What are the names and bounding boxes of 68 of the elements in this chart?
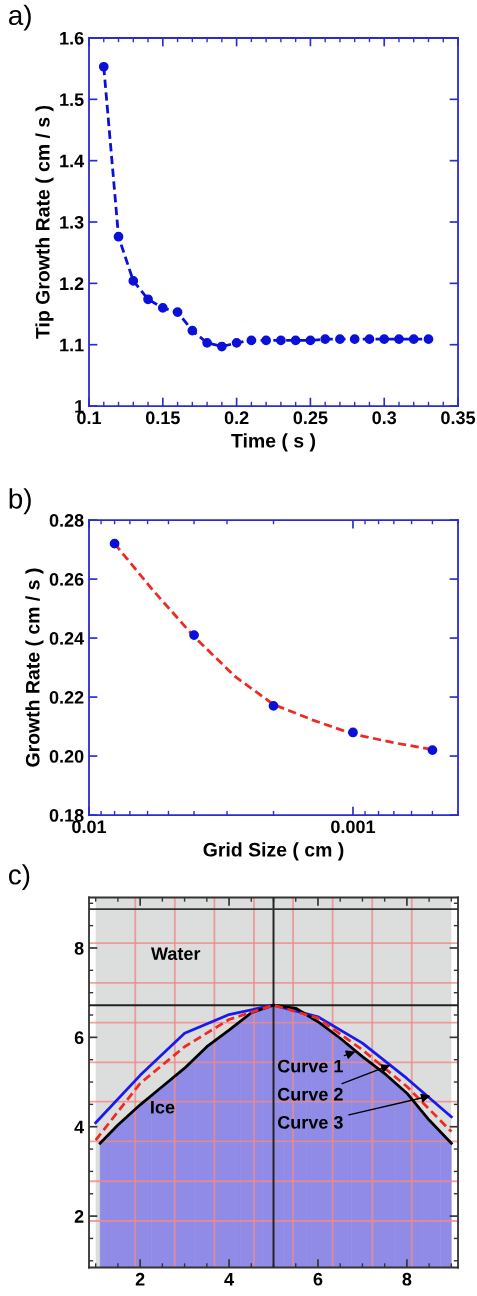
x-axis-title: Time ( s ) (231, 433, 316, 452)
x-tick-label: 6 (313, 1272, 323, 1286)
point (128, 276, 139, 286)
point (216, 341, 227, 352)
point (189, 630, 199, 640)
point (268, 701, 279, 711)
x-tick-label: 0.1 (77, 411, 102, 425)
point (408, 334, 419, 345)
point (187, 325, 198, 336)
x-tick-label: 0.25 (293, 411, 328, 425)
x-tick-label: 0.35 (441, 411, 476, 425)
y-tick-label: 1.5 (60, 93, 84, 107)
annotation: Ice (151, 1101, 175, 1114)
y-tick-label: 1.2 (60, 277, 84, 290)
point (348, 727, 358, 738)
chart-title: a) (9, 4, 31, 31)
point (290, 335, 301, 346)
y-tick-label: 0.28 (49, 514, 84, 527)
y-tick-label: 1.1 (60, 338, 84, 352)
x-tick-label: 0.2 (224, 411, 249, 425)
point (246, 335, 257, 346)
point (202, 337, 212, 348)
y-tick-label: 0.24 (49, 632, 85, 645)
point (276, 335, 286, 346)
point (320, 334, 331, 345)
point (335, 334, 345, 345)
point (364, 334, 375, 345)
x-tick-label: 2 (135, 1272, 145, 1286)
point (172, 307, 183, 318)
point (143, 294, 153, 305)
point (394, 334, 404, 345)
annotation: Curve 3 (277, 1115, 343, 1129)
y-tick-label: 0.26 (49, 573, 84, 586)
x-axis-title: Grid Size ( cm ) (203, 842, 344, 861)
y-tick-label: 6 (74, 1031, 84, 1045)
annotation: Curve 1 (277, 1059, 343, 1073)
x-tick-label: 0.15 (145, 411, 180, 425)
y-tick-label: 4 (74, 1120, 85, 1134)
point (261, 335, 271, 346)
y-tick-label: 8 (74, 941, 84, 955)
point (109, 538, 120, 549)
chart-title: c) (9, 864, 30, 891)
y-tick-label: 0.22 (49, 691, 84, 704)
y-tick-label: 1.3 (60, 215, 84, 229)
point (157, 303, 168, 313)
point (305, 335, 316, 346)
y-tick-label: 1.6 (60, 31, 84, 45)
y-tick-label: 0.20 (49, 749, 84, 763)
point (98, 61, 109, 72)
x-tick-label: 0.001 (331, 820, 376, 834)
x-tick-label: 0.01 (72, 820, 107, 834)
point (427, 745, 438, 756)
point (423, 334, 434, 345)
y-tick-label: 0.18 (49, 808, 84, 822)
x-tick-label: 0.3 (372, 411, 397, 425)
point (349, 334, 360, 345)
chart-title: b) (9, 488, 31, 515)
point (113, 231, 124, 242)
y-axis-title: Growth Rate ( cm / s ) (25, 568, 44, 767)
x-tick-label: 8 (402, 1272, 412, 1286)
y-axis-title: Tip Growth Rate ( cm / s ) (35, 105, 54, 339)
annotation: Water (151, 947, 201, 961)
point (379, 334, 390, 345)
y-tick-label: 2 (74, 1210, 84, 1223)
y-tick-label: 1.4 (60, 154, 85, 168)
point (231, 337, 242, 348)
x-tick-label: 4 (224, 1273, 234, 1286)
annotation: Curve 2 (277, 1087, 343, 1101)
